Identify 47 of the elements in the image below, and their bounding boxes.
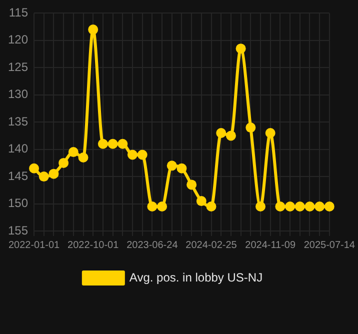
y-tick-label: 115 (8, 6, 28, 20)
y-tick-label: 135 (8, 114, 28, 128)
point (304, 202, 315, 212)
y-tick-label: 125 (8, 60, 28, 74)
point (68, 147, 78, 158)
point (147, 202, 158, 212)
point (324, 202, 334, 212)
y-tick-label: 145 (8, 168, 28, 183)
point (176, 163, 187, 174)
point (255, 202, 266, 212)
point (166, 160, 177, 171)
point (127, 150, 138, 160)
x-tick-label: 2024-11-09 (245, 240, 296, 251)
point (285, 202, 296, 212)
y-tick-label: 130 (8, 87, 28, 102)
point (98, 138, 108, 149)
point (216, 128, 226, 138)
point (108, 138, 118, 149)
point (226, 130, 236, 141)
point (196, 196, 206, 206)
point (137, 150, 148, 160)
point (275, 202, 286, 212)
x-tick-label: 2024-02-25 (186, 240, 238, 251)
y-tick-label: 150 (8, 196, 28, 210)
x-tick-label: 2023-06-24 (126, 240, 178, 251)
y-tick-label: 120 (8, 32, 28, 47)
point (236, 44, 246, 54)
point (206, 202, 216, 212)
y-tick-label: 155 (8, 223, 28, 238)
x-tick-label: 2025-07-14 (304, 240, 356, 251)
point (294, 202, 305, 212)
point (38, 172, 49, 182)
y-tick-label: 140 (8, 142, 28, 156)
x-tick-label: 2022-10-01 (68, 240, 120, 251)
point (157, 202, 168, 212)
point (118, 138, 128, 149)
x-tick-label: 2022-01-01 (8, 240, 60, 251)
point (48, 168, 59, 179)
point (78, 152, 88, 162)
point (29, 163, 40, 174)
point (88, 24, 98, 35)
point (186, 180, 197, 190)
point (265, 128, 276, 138)
legend-label: Avg. pos. in lobby US-NJ (129, 270, 263, 284)
point (58, 158, 69, 168)
point (314, 202, 325, 212)
point (246, 122, 256, 133)
